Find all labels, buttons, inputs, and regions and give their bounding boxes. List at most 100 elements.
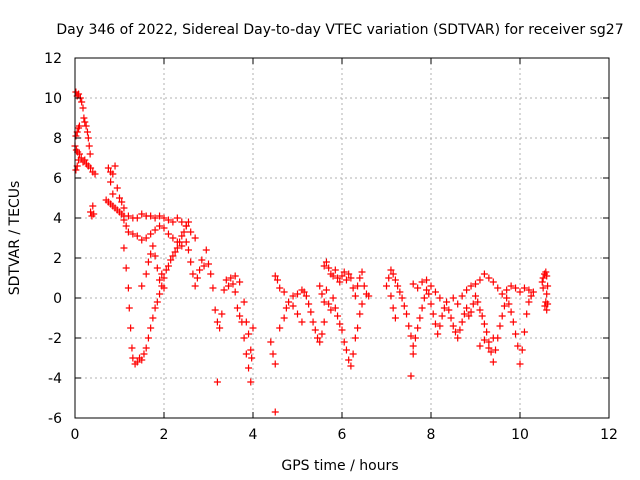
data-point	[503, 286, 511, 294]
data-point	[240, 298, 248, 306]
data-point	[144, 334, 152, 342]
data-point	[156, 212, 164, 220]
data-point	[85, 142, 93, 150]
data-point	[345, 356, 353, 364]
data-point	[302, 292, 310, 300]
data-point	[151, 304, 159, 312]
y-tick-label: 8	[53, 131, 62, 147]
data-point	[489, 334, 497, 342]
data-point	[128, 344, 136, 352]
data-point	[436, 322, 444, 330]
data-point	[356, 310, 364, 318]
data-point	[81, 156, 89, 164]
data-point	[248, 354, 256, 362]
data-point	[467, 308, 475, 316]
data-point	[485, 344, 493, 352]
data-point	[498, 312, 506, 320]
data-point	[349, 350, 357, 358]
data-point	[89, 202, 97, 210]
data-point	[164, 230, 172, 238]
data-point	[387, 266, 395, 274]
data-point	[153, 298, 161, 306]
data-point	[409, 342, 417, 350]
data-point	[414, 324, 422, 332]
data-points	[71, 88, 552, 416]
x-tick-label: 4	[249, 427, 258, 443]
data-point	[269, 350, 277, 358]
data-point	[331, 304, 339, 312]
data-point	[523, 310, 531, 318]
data-point	[538, 278, 546, 286]
data-point	[267, 338, 275, 346]
data-point	[349, 284, 357, 292]
data-point	[187, 258, 195, 266]
data-point	[518, 346, 526, 354]
axis-ticks	[74, 57, 610, 419]
data-point	[222, 276, 230, 284]
data-point	[191, 234, 199, 242]
data-point	[425, 290, 433, 298]
data-point	[542, 268, 550, 276]
data-point	[520, 328, 528, 336]
data-point	[169, 252, 177, 260]
data-point	[358, 268, 366, 276]
data-point	[113, 184, 121, 192]
data-point	[178, 218, 186, 226]
data-point	[142, 344, 150, 352]
data-point	[242, 318, 250, 326]
data-point	[225, 282, 233, 290]
data-point	[307, 308, 315, 316]
data-point	[496, 322, 504, 330]
data-point	[340, 338, 348, 346]
data-point	[151, 252, 159, 260]
data-point	[138, 236, 146, 244]
data-point	[173, 214, 181, 222]
y-tick-label: 10	[44, 91, 62, 107]
data-point	[273, 276, 281, 284]
data-point	[391, 314, 399, 322]
data-point	[213, 378, 221, 386]
data-point	[494, 284, 502, 292]
data-point	[354, 282, 362, 290]
x-axis-label: GPS time / hours	[281, 458, 398, 474]
data-point	[245, 364, 253, 372]
data-point	[79, 104, 87, 112]
data-point	[169, 234, 177, 242]
data-point	[436, 294, 444, 302]
data-point	[318, 290, 326, 298]
data-point	[539, 274, 547, 282]
data-point	[198, 256, 206, 264]
data-point	[227, 274, 235, 282]
data-point	[543, 272, 551, 280]
data-point	[160, 214, 168, 222]
y-axis-label: SDTVAR / TECUs	[7, 181, 23, 296]
data-point	[423, 276, 431, 284]
data-point	[280, 288, 288, 296]
data-point	[492, 346, 500, 354]
data-point	[503, 294, 511, 302]
data-point	[480, 336, 488, 344]
data-point	[81, 118, 89, 126]
data-point	[120, 244, 128, 252]
data-point	[86, 150, 94, 158]
data-point	[173, 244, 181, 252]
data-point	[543, 290, 551, 298]
data-point	[394, 282, 402, 290]
chart-title: Day 346 of 2022, Sidereal Day-to-day VTE…	[56, 22, 623, 38]
data-point	[271, 408, 279, 416]
data-point	[454, 300, 462, 308]
data-point	[245, 330, 253, 338]
data-point	[207, 270, 215, 278]
data-point	[389, 304, 397, 312]
data-point	[309, 318, 317, 326]
x-tick-label: 0	[71, 427, 80, 443]
data-point	[356, 274, 364, 282]
data-point	[124, 212, 132, 220]
data-point	[360, 282, 368, 290]
data-point	[445, 306, 453, 314]
data-point	[340, 268, 348, 276]
data-point	[158, 270, 166, 278]
data-point	[334, 312, 342, 320]
data-point	[271, 360, 279, 368]
data-point	[229, 280, 237, 288]
